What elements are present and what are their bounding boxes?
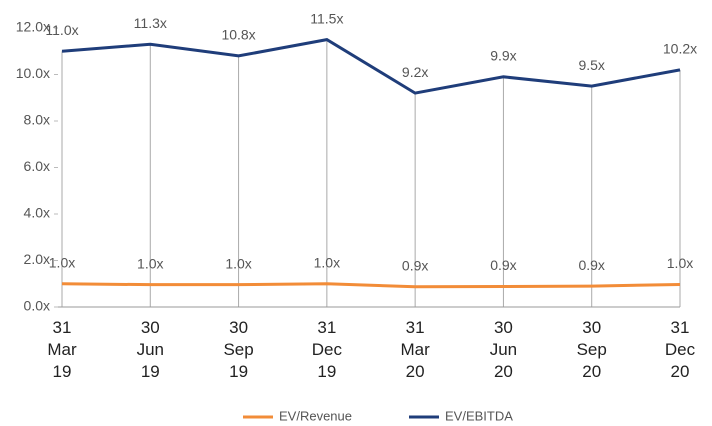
x-tick-label: 31 Mar 19 xyxy=(47,318,77,381)
series-line xyxy=(61,38,681,95)
x-tick-label: 30 Sep 20 xyxy=(577,318,607,381)
y-tick-label: 2.0x xyxy=(24,251,50,267)
data-label: 1.0x xyxy=(314,254,340,270)
y-tick-label: 8.0x xyxy=(24,112,50,128)
y-tick-label: 4.0x xyxy=(24,205,50,221)
x-tick-label: 30 Jun 20 xyxy=(490,318,517,381)
data-label: 11.5x xyxy=(310,10,343,26)
data-label: 0.9x xyxy=(490,257,516,273)
data-label: 0.9x xyxy=(578,257,604,273)
x-tick-label: 30 Sep 19 xyxy=(223,318,253,381)
legend-label: EV/EBITDA xyxy=(445,408,513,423)
y-tick-label: 10.0x xyxy=(16,65,50,81)
data-label: 1.0x xyxy=(225,255,251,271)
y-tick-label: 0.0x xyxy=(24,298,50,314)
y-tick-label: 12.0x xyxy=(16,19,50,35)
data-label: 10.8x xyxy=(221,27,255,43)
x-tick-label: 31 Dec 19 xyxy=(312,318,343,381)
data-label: 9.2x xyxy=(402,64,428,80)
data-label: 1.0x xyxy=(137,255,163,271)
data-label: 9.5x xyxy=(578,57,604,73)
data-label: 1.0x xyxy=(49,254,75,270)
legend-label: EV/Revenue xyxy=(279,408,352,423)
data-label: 10.2x xyxy=(663,41,697,57)
data-label: 9.9x xyxy=(490,48,516,64)
data-label: 1.0x xyxy=(667,255,693,271)
x-tick-label: 31 Dec 20 xyxy=(665,318,696,381)
series-line xyxy=(61,282,681,289)
data-label: 11.3x xyxy=(134,15,167,31)
x-tick-label: 30 Jun 19 xyxy=(137,318,164,381)
data-label: 0.9x xyxy=(402,257,428,273)
x-tick-label: 31 Mar 20 xyxy=(401,318,431,381)
y-tick-label: 6.0x xyxy=(24,158,50,174)
data-label: 11.0x xyxy=(45,22,78,38)
